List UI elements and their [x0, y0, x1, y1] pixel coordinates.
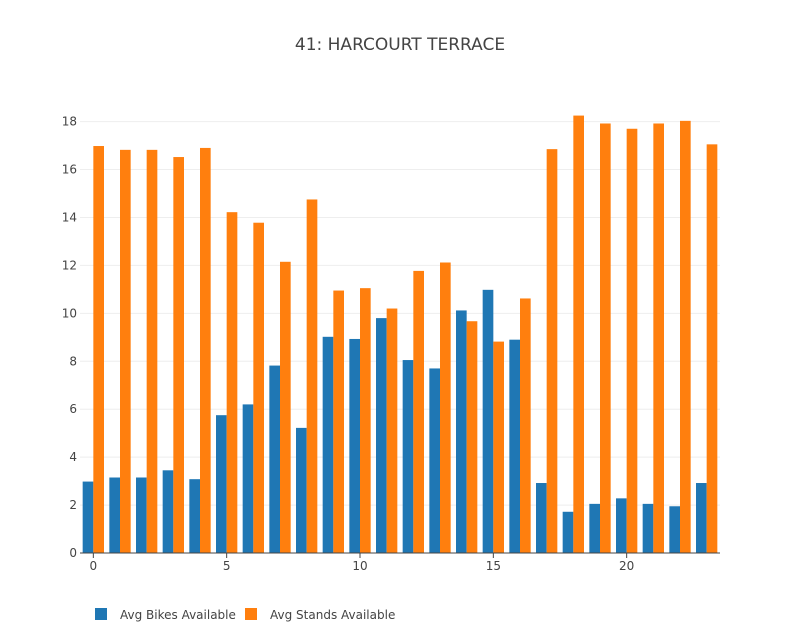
- bar-bikes[interactable]: [376, 318, 387, 553]
- bar-stands[interactable]: [493, 341, 504, 553]
- x-tick-label: 0: [90, 559, 98, 573]
- bar-stands[interactable]: [333, 290, 344, 553]
- bar-bikes[interactable]: [296, 427, 307, 553]
- legend-item-bikes[interactable]: Avg Bikes Available: [95, 608, 236, 622]
- bar-bikes[interactable]: [669, 506, 680, 553]
- bar-stands[interactable]: [200, 147, 211, 553]
- bar-stands[interactable]: [120, 149, 131, 553]
- y-tick-label: 6: [69, 402, 77, 416]
- y-tick-label: 8: [69, 354, 77, 368]
- bar-stands[interactable]: [520, 298, 531, 553]
- bar-bikes[interactable]: [216, 415, 227, 553]
- legend[interactable]: Avg Bikes Available Avg Stands Available: [95, 608, 395, 622]
- bar-bikes[interactable]: [696, 483, 707, 553]
- bar-stands[interactable]: [360, 288, 371, 553]
- bar-bikes[interactable]: [642, 503, 654, 553]
- bar-stands[interactable]: [573, 115, 584, 553]
- y-tick-label: 4: [69, 450, 77, 464]
- y-tick-label: 0: [69, 546, 77, 560]
- bar-bikes[interactable]: [82, 481, 94, 553]
- bar-bikes[interactable]: [109, 477, 120, 554]
- y-tick-label: 16: [62, 163, 77, 177]
- bar-stands[interactable]: [653, 123, 664, 553]
- bar-bikes[interactable]: [322, 336, 334, 553]
- x-tick-label: 10: [352, 559, 367, 573]
- axes: 0 2 4 6 8 10 12 14 16 18 0 5 10 15 20: [62, 115, 720, 573]
- bar-bikes[interactable]: [402, 360, 414, 553]
- x-tick-label: 5: [223, 559, 231, 573]
- bar-stands[interactable]: [626, 128, 638, 553]
- bar-stands[interactable]: [600, 123, 611, 553]
- legend-swatch: [95, 608, 107, 620]
- bar-bikes[interactable]: [536, 483, 547, 553]
- y-tick-label: 2: [69, 498, 77, 512]
- bar-stands[interactable]: [226, 212, 238, 553]
- bar-stands[interactable]: [280, 261, 291, 553]
- chart-title: 41: HARCOURT TERRACE: [295, 35, 505, 55]
- grid-lines: [80, 121, 720, 506]
- bar-bikes[interactable]: [189, 479, 200, 553]
- y-tick-label: 12: [62, 258, 77, 272]
- legend-swatch: [245, 608, 257, 620]
- bar-stands[interactable]: [440, 262, 451, 553]
- bar-stands[interactable]: [413, 270, 424, 553]
- bar-bikes[interactable]: [349, 338, 360, 553]
- bar-stands[interactable]: [306, 199, 318, 553]
- x-tick-label: 20: [619, 559, 634, 573]
- bar-bikes[interactable]: [269, 365, 280, 553]
- bar-bikes[interactable]: [509, 339, 520, 553]
- bar-bikes[interactable]: [482, 289, 494, 553]
- legend-label: Avg Stands Available: [270, 608, 395, 622]
- bar-bikes[interactable]: [456, 310, 467, 553]
- bar-bikes[interactable]: [136, 477, 147, 554]
- bar-bikes[interactable]: [589, 503, 600, 553]
- bar-stands[interactable]: [546, 149, 558, 553]
- bar-bikes[interactable]: [562, 511, 574, 553]
- bar-stands[interactable]: [173, 157, 184, 554]
- bar-stands[interactable]: [146, 149, 158, 553]
- bar-stands[interactable]: [93, 146, 104, 553]
- y-tick-label: 14: [62, 210, 77, 224]
- bar-stands[interactable]: [706, 144, 718, 554]
- bar-bikes[interactable]: [429, 368, 440, 553]
- bar-stands[interactable]: [253, 222, 264, 553]
- bar-bikes[interactable]: [242, 404, 254, 553]
- bar-stands[interactable]: [466, 321, 478, 553]
- bar-stands[interactable]: [386, 308, 398, 553]
- bars: [82, 115, 718, 554]
- x-tick-label: 15: [486, 559, 501, 573]
- bar-stands[interactable]: [680, 120, 691, 553]
- y-tick-label: 18: [62, 115, 77, 129]
- legend-item-stands[interactable]: Avg Stands Available: [245, 608, 395, 622]
- legend-label: Avg Bikes Available: [120, 608, 236, 622]
- bar-bikes[interactable]: [616, 498, 627, 553]
- y-tick-label: 10: [62, 306, 77, 320]
- bar-bikes[interactable]: [162, 470, 174, 553]
